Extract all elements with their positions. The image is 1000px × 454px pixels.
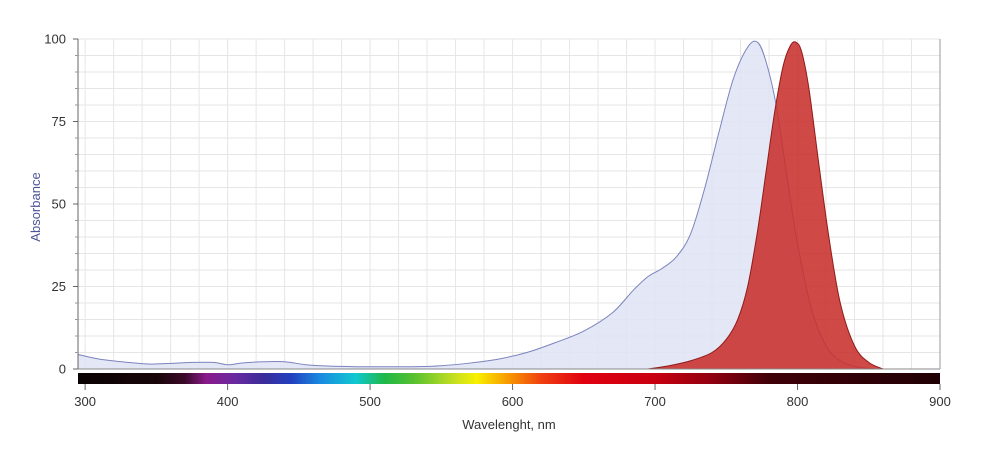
emission-area	[647, 41, 884, 369]
x-tick-label: 300	[74, 394, 96, 409]
x-tick-label: 700	[644, 394, 666, 409]
x-tick-label: 400	[217, 394, 239, 409]
color-spectrum-bar	[78, 373, 940, 384]
y-tick-label: 100	[44, 32, 66, 47]
y-tick-label: 25	[52, 279, 66, 294]
emission-line	[647, 41, 884, 370]
y-tick-label: 75	[52, 114, 66, 129]
emission-series	[647, 41, 884, 370]
x-axis-ticks: 300 400 500 600 700 800 900	[74, 384, 951, 409]
x-tick-label: 600	[502, 394, 524, 409]
x-tick-label: 900	[929, 394, 951, 409]
y-axis-ticks: 0 25 50 75 100	[44, 32, 78, 377]
x-tick-label: 500	[359, 394, 381, 409]
x-tick-label: 800	[787, 394, 809, 409]
y-axis-title: Absorbance	[28, 172, 43, 241]
x-axis-title: Wavelenght, nm	[462, 417, 555, 432]
absorbance-area	[78, 41, 881, 370]
y-tick-label: 0	[59, 362, 66, 377]
y-tick-label: 50	[52, 197, 66, 212]
